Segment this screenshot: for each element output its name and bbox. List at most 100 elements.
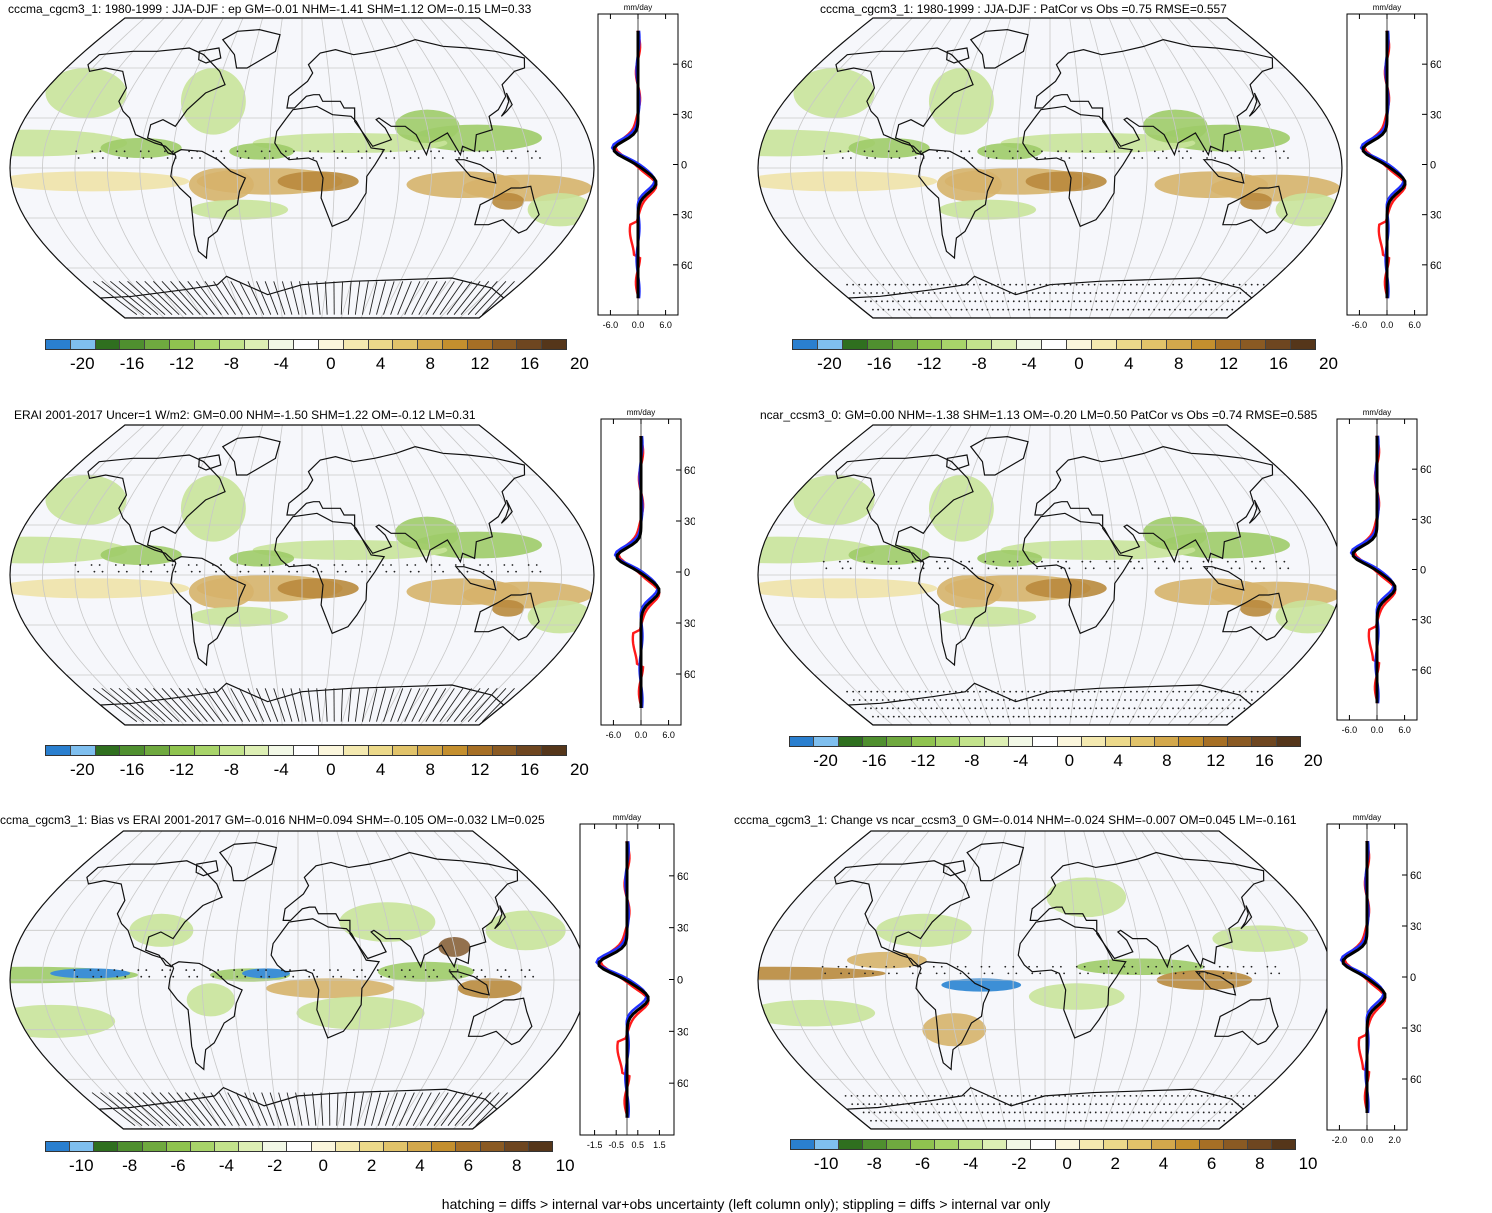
profile-ytick-label: 0 xyxy=(1410,972,1416,984)
stipple-dot xyxy=(935,972,938,975)
hatch-line xyxy=(110,280,152,316)
hatch-line xyxy=(195,281,222,315)
stipple-dot xyxy=(510,150,513,153)
stipple-dot xyxy=(223,570,226,573)
stipple-dot xyxy=(930,283,933,286)
stipple-dot xyxy=(981,1111,984,1114)
stipple-dot xyxy=(895,1111,897,1114)
hatch-line xyxy=(425,281,447,315)
stipple-dot xyxy=(1004,1103,1007,1106)
stipple-dot xyxy=(968,300,971,303)
profile-xtick-label: 6.0 xyxy=(659,320,672,330)
hatch-line xyxy=(187,281,215,315)
precip-anomaly-region xyxy=(977,550,1043,567)
stipple-dot xyxy=(1181,699,1184,701)
stipple-dot xyxy=(1100,1103,1103,1106)
stipple-dot xyxy=(1013,1111,1016,1114)
colorbar-tick-label: -8 xyxy=(971,354,987,373)
colorbar-swatch xyxy=(70,746,96,755)
stipple-dot xyxy=(1026,292,1028,294)
precip-anomaly-region xyxy=(1239,193,1273,210)
hatch-line xyxy=(481,688,515,722)
stipple-dot xyxy=(1072,1103,1075,1106)
colorbar-tick-label: -10 xyxy=(813,1154,839,1173)
stipple-dot xyxy=(932,965,935,968)
stipple-dot xyxy=(1172,1119,1174,1122)
colorbar-swatch xyxy=(1017,340,1043,349)
stipple-dot xyxy=(296,157,299,159)
longitude-gridline xyxy=(375,831,427,1129)
panel-2: cccma_cgcm3_1: 1980-1999 : JJA-DJF : Pat… xyxy=(746,0,1492,400)
stipple-dot xyxy=(1160,690,1163,693)
stipple-dot xyxy=(956,965,959,968)
stipple-dot xyxy=(535,564,538,566)
stipple-dot xyxy=(101,570,104,573)
colorbar-labels: -20 -16 -12 -8 -4 0 4 8 12 16 20 xyxy=(789,751,1322,773)
stipple-dot xyxy=(1002,292,1005,294)
stipple-dot xyxy=(954,690,957,693)
precip-anomaly-region xyxy=(758,966,886,980)
stipple-dot xyxy=(487,564,490,566)
longitude-gridline xyxy=(822,425,913,725)
stipple-dot xyxy=(312,157,315,159)
stipple-dot xyxy=(1038,1119,1041,1122)
stipple-dot xyxy=(1058,1094,1061,1097)
stipple-dot xyxy=(163,564,166,566)
stipple-dot xyxy=(900,283,903,286)
stipple-dot xyxy=(454,564,457,566)
stipple-dot xyxy=(476,975,479,978)
colorbar-tick-label: -2 xyxy=(267,1156,283,1175)
stipple-dot xyxy=(1205,300,1207,303)
stipple-dot xyxy=(876,690,879,693)
longitude-gridline xyxy=(952,425,992,725)
colorbar-swatch xyxy=(467,746,493,755)
stipple-dot xyxy=(852,292,855,294)
stipple-dot xyxy=(981,715,984,718)
stipple-dot xyxy=(1056,300,1059,303)
coastline xyxy=(454,566,497,591)
stipple-dot xyxy=(126,157,129,159)
stipple-dot xyxy=(1111,1111,1113,1114)
stipple-dot xyxy=(892,715,895,718)
stipple-dot xyxy=(1232,283,1235,286)
stipple-dot xyxy=(885,1103,888,1106)
hatch-line xyxy=(238,688,258,722)
longitude-gridline xyxy=(1128,18,1181,318)
panel-3: ERAI 2001-2017 Uncer=1 W/m2: GM=0.00 NHM… xyxy=(0,405,746,805)
stipple-dot xyxy=(1187,292,1190,294)
stipple-dot xyxy=(90,564,93,566)
stipple-dot xyxy=(933,699,936,701)
stipple-dot xyxy=(886,300,889,303)
stipple-dot xyxy=(1063,283,1066,286)
stipple-dot xyxy=(858,699,861,701)
stipple-dot xyxy=(976,715,978,718)
hatch-line xyxy=(371,1092,381,1126)
stipple-dot xyxy=(960,308,963,311)
longitude-gridline xyxy=(853,831,930,1129)
stipple-dot xyxy=(265,969,267,971)
colorbar-tick-label: -8 xyxy=(964,751,980,770)
colorbar-tick-label: -4 xyxy=(273,760,289,779)
stipple-dot xyxy=(882,308,885,311)
coastline xyxy=(1194,971,1237,996)
stipple-dot xyxy=(903,715,906,718)
stipple-dot xyxy=(1170,1111,1173,1114)
stipple-dot xyxy=(916,292,919,294)
stipple-dot xyxy=(1023,707,1026,710)
stipple-dot xyxy=(369,157,371,159)
stipple-dot xyxy=(1133,157,1136,159)
profile-ytick-label: 60N xyxy=(677,871,688,883)
colorbar xyxy=(45,1141,553,1152)
colorbar-tick-label: 20 xyxy=(1303,751,1323,770)
stipple-dot xyxy=(1243,300,1246,303)
hatch-line xyxy=(269,1092,282,1126)
hatch-line xyxy=(235,1092,254,1126)
profile-unit-label: mm/day xyxy=(627,408,655,417)
profile-unit-label: mm/day xyxy=(1353,813,1381,822)
stipple-dot xyxy=(1030,1111,1032,1114)
colorbar-tick-label: -8 xyxy=(122,1156,138,1175)
stipple-dot xyxy=(1239,292,1242,294)
profile-line-black xyxy=(1351,435,1397,704)
stipple-dot xyxy=(413,150,416,153)
colorbar-tick-label: -4 xyxy=(218,1156,234,1175)
